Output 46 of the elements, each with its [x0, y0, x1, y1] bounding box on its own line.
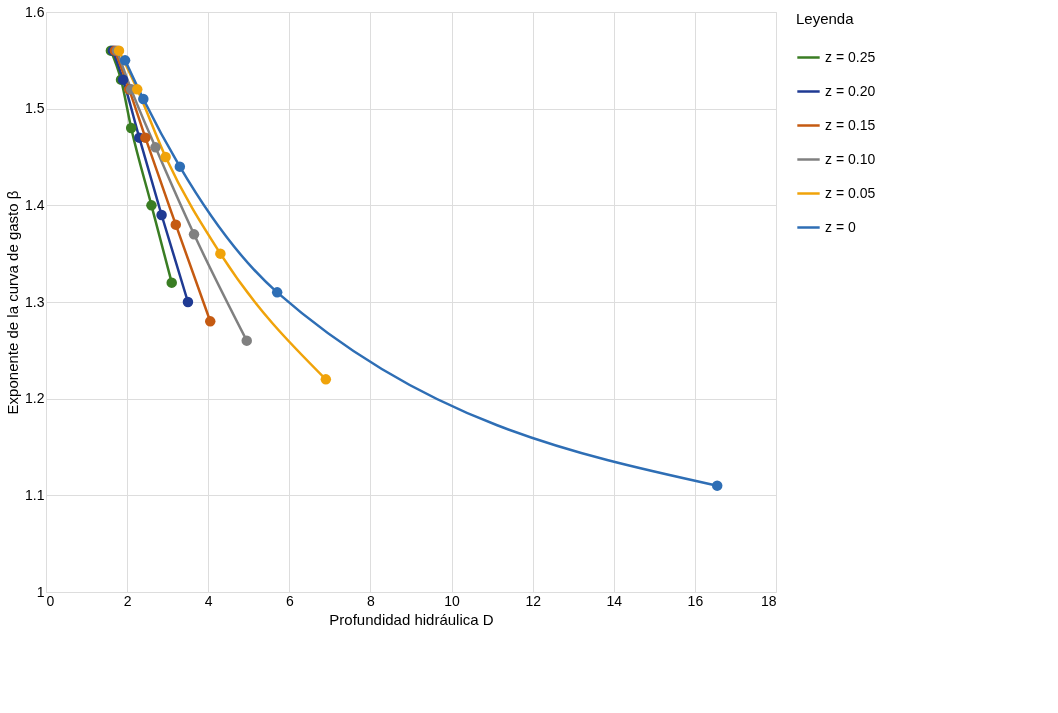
x-axis-title: Profundidad hidráulica D [329, 610, 494, 628]
x-tick-label: 10 [444, 592, 461, 609]
point [182, 296, 194, 308]
point [166, 277, 177, 288]
point [188, 229, 200, 240]
legend-label: z = 0.05 [825, 184, 876, 201]
y-axis-title: Exponente de la curva de gasto β [4, 190, 22, 415]
point [241, 335, 252, 346]
point [215, 248, 226, 259]
y-tick-label: 1.1 [25, 486, 45, 503]
x-tick-label: 2 [123, 592, 132, 609]
point [132, 84, 143, 95]
y-tick-label: 1.3 [25, 293, 45, 310]
x-tick-label: 14 [606, 592, 623, 609]
point [140, 132, 151, 143]
x-tick-label: 12 [525, 592, 542, 609]
point [119, 55, 131, 66]
y-tick-label: 1.5 [25, 100, 45, 117]
legend-label: z = 0.10 [825, 150, 876, 167]
point [205, 316, 216, 327]
point [150, 142, 161, 153]
point [711, 480, 723, 491]
y-tick-label: 1.4 [25, 196, 45, 213]
x-tick-label: 4 [204, 592, 213, 609]
legend-title: Leyenda [796, 10, 855, 27]
point [146, 200, 157, 211]
point [138, 93, 149, 105]
point [174, 161, 186, 172]
point [160, 151, 171, 163]
point [320, 374, 332, 385]
y-tick-label: 1 [36, 583, 45, 600]
point [271, 287, 283, 298]
point [125, 122, 137, 134]
y-tick-label: 1.6 [25, 3, 45, 20]
legend-label: z = 0 [825, 218, 856, 235]
y-tick-label: 1.2 [25, 390, 45, 407]
legend-label: z = 0.25 [825, 48, 876, 65]
x-tick-label: 0 [46, 592, 55, 609]
point [170, 219, 182, 230]
x-tick-label: 16 [687, 592, 704, 609]
x-tick-label: 8 [367, 592, 376, 609]
x-tick-label: 18 [760, 592, 777, 609]
legend-label: z = 0.15 [825, 116, 876, 133]
point [156, 209, 167, 221]
x-tick-label: 6 [285, 592, 294, 609]
legend-label: z = 0.20 [825, 82, 876, 99]
